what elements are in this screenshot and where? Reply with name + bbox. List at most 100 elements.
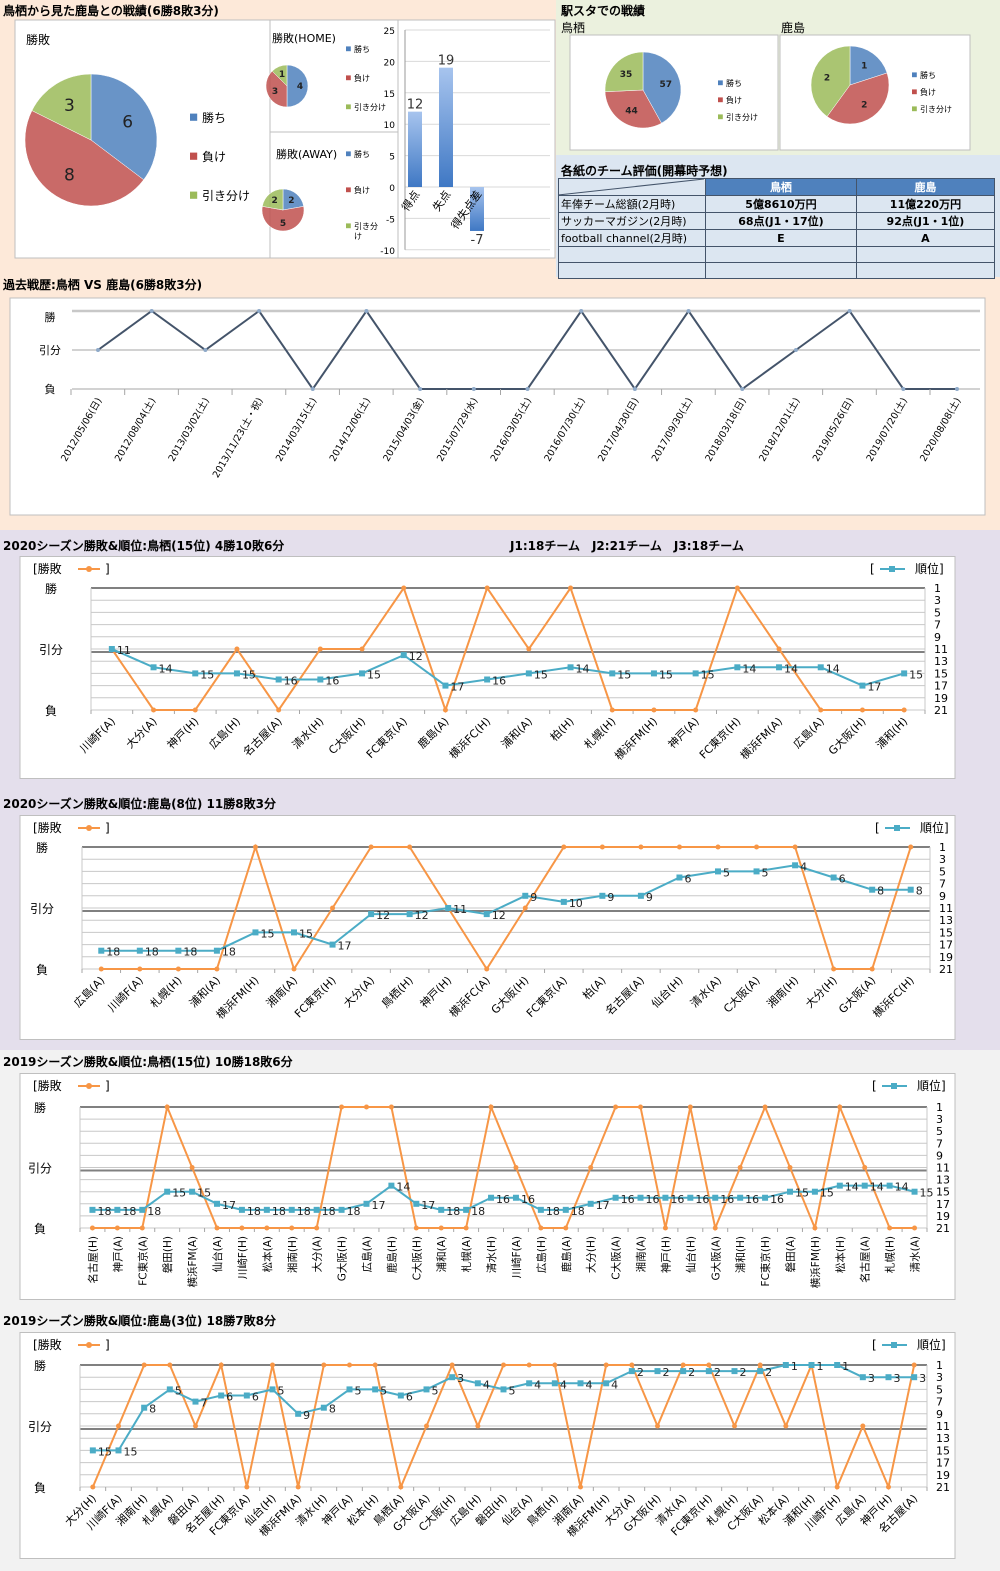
rank-data-label: 9 xyxy=(646,891,653,904)
rank-tick-label: 19 xyxy=(939,951,953,964)
stadium-tosu-pie-slice-draw xyxy=(604,51,644,93)
y-axis-label-loss: 負 xyxy=(45,704,57,718)
rank-point xyxy=(483,911,490,918)
result-point xyxy=(347,1362,352,1368)
y-tick-label: 0 xyxy=(389,184,395,194)
legend-bracket: ] xyxy=(105,821,110,835)
rank-point xyxy=(438,1206,445,1213)
rank-data-label: 12 xyxy=(415,909,429,922)
y-axis-label-draw: 引分 xyxy=(30,902,54,916)
rank-point xyxy=(567,664,574,671)
rank-tick-label: 9 xyxy=(934,631,941,644)
rank-point xyxy=(715,868,721,875)
rank-tick-label: 11 xyxy=(939,902,953,915)
rank-point xyxy=(423,1386,430,1393)
rank-tick-label: 15 xyxy=(936,1186,950,1199)
rank-point xyxy=(275,676,282,683)
rank-line xyxy=(101,864,911,952)
rank-point xyxy=(114,1206,121,1213)
result-point xyxy=(638,1104,644,1110)
y-tick-label: 25 xyxy=(384,27,395,37)
rank-data-label: 15 xyxy=(617,668,631,681)
legend-rank-label: 順位] xyxy=(920,820,949,835)
rank-point xyxy=(662,1194,669,1201)
rank-point xyxy=(782,1362,789,1368)
history-point xyxy=(686,309,691,313)
rank-data-label: 5 xyxy=(432,1384,439,1397)
legend-bracket: ] xyxy=(105,1338,110,1352)
rank-point xyxy=(731,1368,738,1375)
rank-data-label: 15 xyxy=(701,668,715,681)
opponent-label: 横浜FM(A) xyxy=(186,1236,199,1287)
home-pie-slice-draw xyxy=(271,64,288,87)
result-point xyxy=(244,1484,250,1490)
row-label: 年俸チーム総額(2月時) xyxy=(558,195,706,213)
opponent-label: 大分(A) xyxy=(311,1236,324,1272)
result-point xyxy=(413,1225,419,1231)
rank-tick-label: 21 xyxy=(936,1481,950,1494)
rank-data-label: 6 xyxy=(406,1391,413,1404)
result-point xyxy=(687,1104,693,1110)
result-point xyxy=(289,1225,295,1231)
rank-point xyxy=(288,1206,295,1213)
rank-data-label: 16 xyxy=(492,675,506,688)
opponent-label: 札幌(A) xyxy=(460,1236,473,1272)
rank-data-label: 6 xyxy=(226,1391,233,1404)
rank-point xyxy=(526,1380,533,1387)
rank-point xyxy=(692,670,699,677)
head-to-head-title: 鳥栖から見た鹿島との戦績(6勝8敗3分) xyxy=(3,4,219,18)
rank-data-label: 15 xyxy=(367,668,381,681)
rank-point xyxy=(150,664,157,671)
legend-result-label: [勝敗 xyxy=(33,1337,62,1352)
chart-box xyxy=(19,1073,956,1300)
overall-pie-slice-loss xyxy=(24,110,145,207)
rank-tick-label: 7 xyxy=(939,878,946,891)
season-chart-kashima-2019: 13579111315171921勝引分負[勝敗][順位]15大分(H)15川崎… xyxy=(19,1332,956,1559)
result-point xyxy=(869,966,875,972)
row-label: football channel(2月時) xyxy=(558,229,706,247)
home-pie-label: 1 xyxy=(279,70,285,80)
rank-data-label: 17 xyxy=(450,681,464,694)
result-point xyxy=(239,1225,245,1231)
result-point xyxy=(737,1165,743,1170)
result-point xyxy=(734,585,740,591)
rank-data-label: 17 xyxy=(222,1199,236,1212)
rank-data-label: 14 xyxy=(742,662,756,675)
stadium-kashima-label: 鹿島 xyxy=(781,21,806,35)
rank-data-label: 4 xyxy=(560,1378,567,1391)
legend-result-marker xyxy=(86,825,92,831)
result-point xyxy=(234,646,240,652)
result-line xyxy=(92,1103,915,1232)
result-point xyxy=(264,1225,270,1231)
stadium-kashima-pie-legend-swatch xyxy=(912,106,917,112)
y-axis-label-win: 勝 xyxy=(45,581,57,596)
overall-pie-legend-swatch xyxy=(190,152,198,160)
head-to-head-charts: 勝敗683勝ち負け引き分け勝敗(HOME)431勝ち負け引き分け勝敗(AWAY)… xyxy=(9,19,986,516)
home-pie-legend-label: 負け xyxy=(354,73,370,83)
stadium-title: 駅スタでの戦績 xyxy=(561,4,646,18)
rank-data-label: 16 xyxy=(770,1193,784,1206)
rank-tick-label: 3 xyxy=(936,1371,943,1384)
rank-point xyxy=(442,682,449,689)
result-point xyxy=(859,707,865,713)
stadium-tosu-pie-slice-loss xyxy=(604,89,662,129)
rank-point xyxy=(861,1182,868,1189)
result-point xyxy=(270,1362,275,1368)
y-tick-label: 20 xyxy=(384,58,396,68)
home-pie-slice-win xyxy=(286,64,309,108)
rank-point xyxy=(650,670,657,677)
result-point xyxy=(712,1225,718,1231)
rank-data-label: 17 xyxy=(421,1199,435,1212)
overall-pie-legend-label: 勝ち xyxy=(202,110,226,125)
rank-tick-label: 13 xyxy=(934,655,948,668)
result-point xyxy=(812,1225,818,1231)
rank-tick-label: 21 xyxy=(934,704,948,717)
rank-data-label: 18 xyxy=(122,1205,136,1218)
rank-tick-label: 5 xyxy=(939,865,946,878)
rank-tick-label: 1 xyxy=(934,582,941,595)
legend-rank-marker xyxy=(891,1083,897,1089)
opponent-label: 広島(A) xyxy=(360,1236,373,1272)
result-point xyxy=(676,844,682,850)
rank-tick-label: 9 xyxy=(939,890,946,903)
result-point xyxy=(167,1362,173,1368)
